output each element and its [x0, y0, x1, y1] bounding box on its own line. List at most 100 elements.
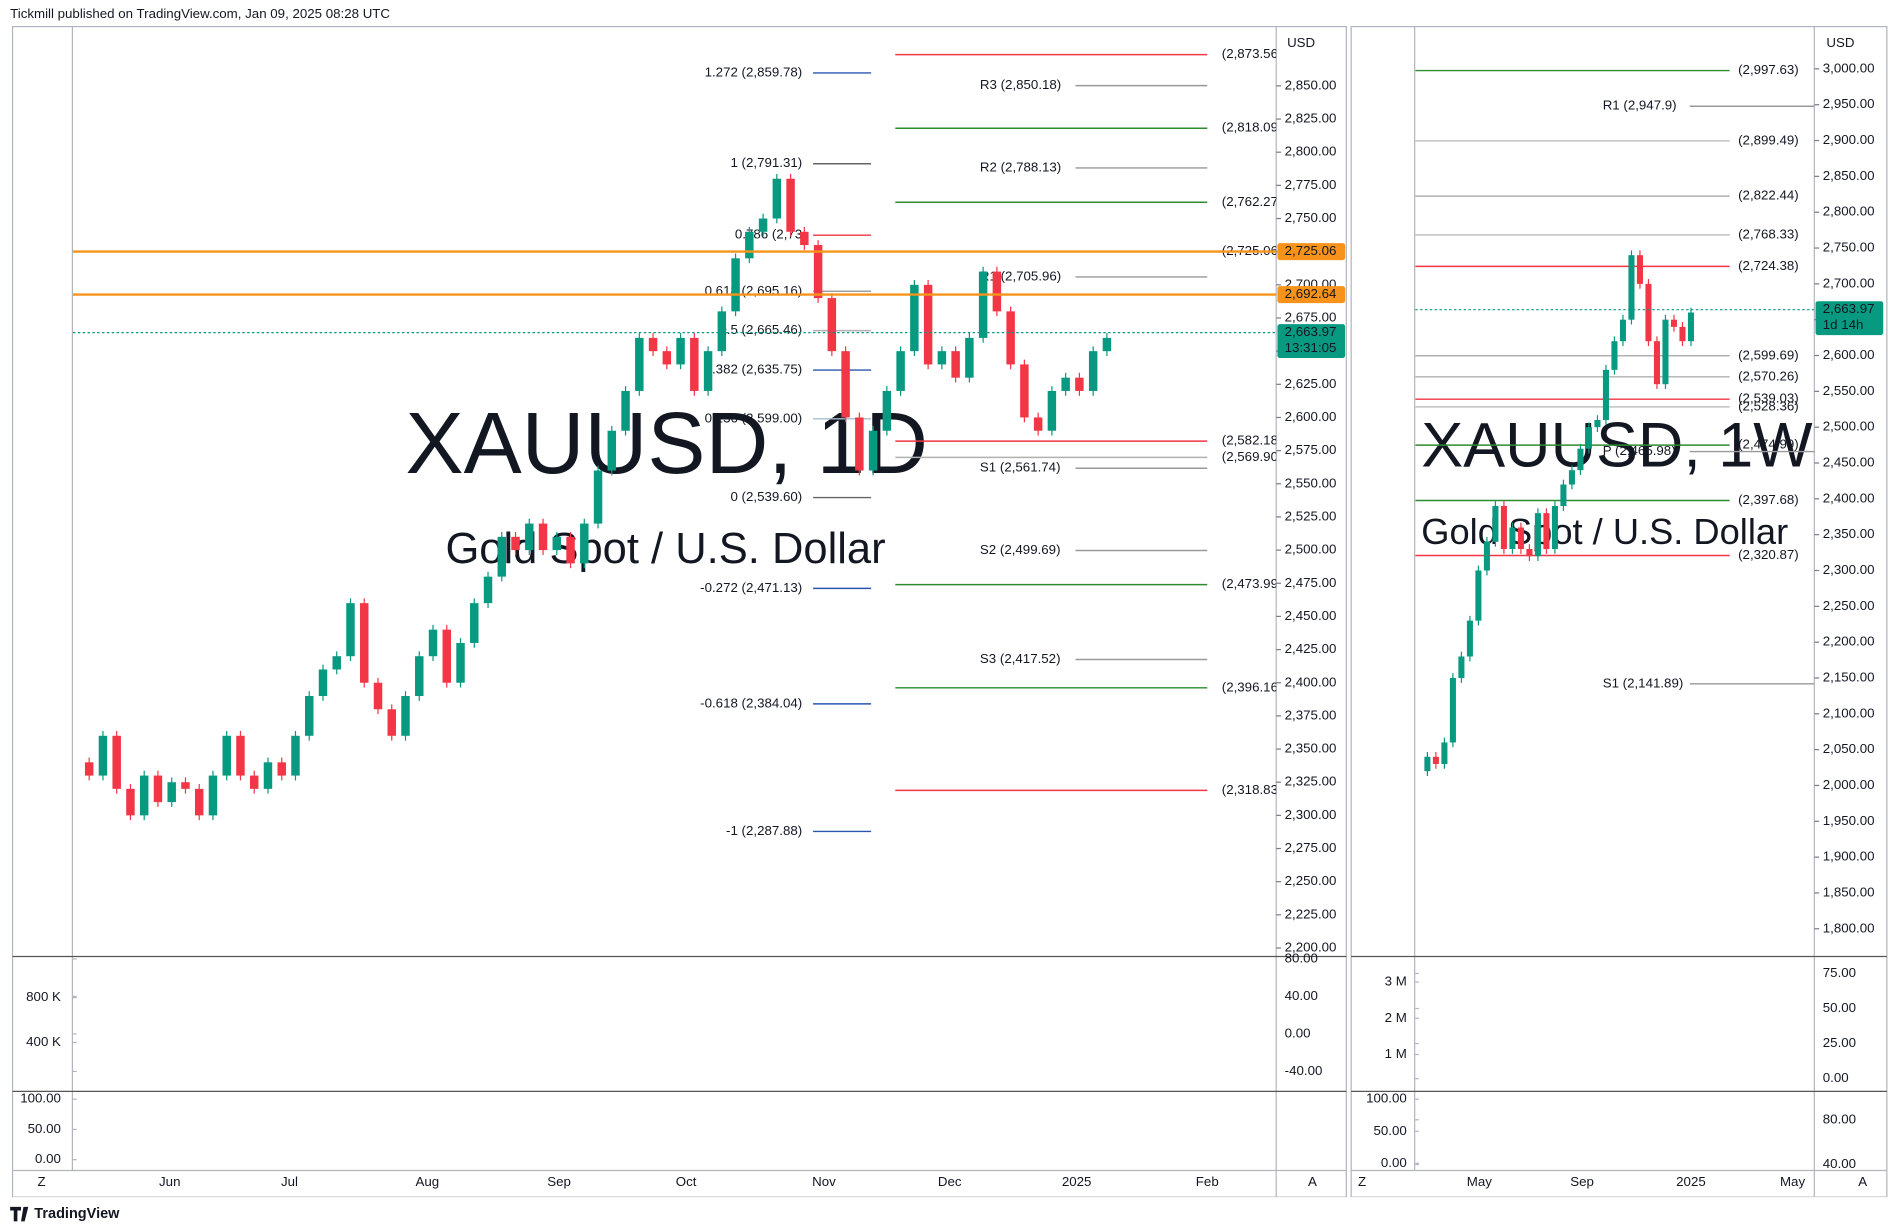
candle: [566, 536, 575, 564]
price-tag-label: 2,692.64: [1285, 286, 1337, 301]
y-tick-label: 2,850.00: [1285, 77, 1337, 92]
candle: [305, 695, 314, 736]
candle: [360, 603, 369, 683]
y-tick-label: 1,800.00: [1823, 920, 1875, 935]
indicator-axis-label: 75.00: [1823, 965, 1856, 980]
level-label: (2,396.16: [1222, 679, 1278, 694]
auto-button[interactable]: A: [1858, 1174, 1867, 1189]
candle: [1500, 505, 1507, 549]
candle: [937, 351, 947, 365]
candle: [98, 735, 108, 776]
price-tag-label: 2,725.06: [1285, 243, 1337, 258]
candle: [923, 284, 933, 365]
candle: [827, 298, 837, 352]
candle: [525, 523, 534, 551]
candle: [800, 231, 809, 246]
candle: [1611, 341, 1618, 370]
x-tick-label: Feb: [1196, 1174, 1219, 1189]
candle: [1061, 377, 1070, 391]
candle: [1047, 390, 1057, 431]
y-tick-label: 2,200.00: [1285, 940, 1337, 955]
indicator-axis-label: 0.00: [35, 1151, 61, 1166]
candle: [222, 735, 231, 776]
zoom-button[interactable]: Z: [1358, 1174, 1366, 1189]
candle: [153, 775, 163, 803]
y-tick-label: 2,050.00: [1823, 741, 1875, 756]
publisher-header: Tickmill published on TradingView.com, J…: [10, 6, 390, 21]
candle: [965, 337, 974, 378]
level-label: -0.618 (2,384.04): [700, 695, 802, 710]
level-label: (2,768.33): [1738, 226, 1799, 241]
y-tick-label: 3,000.00: [1823, 60, 1875, 75]
candle: [387, 709, 396, 736]
y-tick-label: 2,375.00: [1285, 707, 1337, 722]
auto-button[interactable]: A: [1308, 1174, 1317, 1189]
indicator-axis-label: -40.00: [1285, 1063, 1323, 1078]
y-tick-label: 2,150.00: [1823, 669, 1875, 684]
candle: [483, 576, 493, 604]
y-tick-label: 2,450.00: [1823, 455, 1875, 470]
y-tick-label: 2,800.00: [1285, 144, 1337, 159]
y-tick-label: 2,850.00: [1823, 168, 1875, 183]
level-label: (2,320.87): [1738, 547, 1799, 562]
candle: [181, 782, 190, 789]
candle: [1441, 742, 1448, 764]
level-label: -0.272 (2,471.13): [700, 580, 802, 595]
y-tick-label: 2,450.00: [1285, 608, 1337, 623]
indicator-axis-label: 400 K: [26, 1034, 61, 1049]
candle: [470, 603, 479, 643]
watermark: XAUUSD, 1D: [406, 395, 928, 492]
candle: [139, 775, 149, 816]
candle: [167, 782, 176, 803]
y-tick-label: 1,950.00: [1823, 813, 1875, 828]
level-label: S2 (2,499.69): [980, 542, 1061, 557]
candle: [1560, 484, 1567, 506]
y-tick-label: 2,500.00: [1285, 542, 1337, 557]
price-tag: [1277, 243, 1346, 261]
indicator-axis-label: 80.00: [1823, 1111, 1856, 1126]
indicator-axis-label: 40.00: [1823, 1156, 1856, 1171]
candle: [648, 337, 658, 352]
price-tag: [1277, 286, 1346, 304]
zoom-button[interactable]: Z: [38, 1174, 46, 1189]
level-label: R1 (2,947.9): [1603, 98, 1677, 113]
candle: [635, 337, 644, 391]
candle: [621, 390, 630, 431]
level-label: S3 (2,417.52): [980, 651, 1061, 666]
indicator-axis-label: 50.00: [28, 1121, 61, 1136]
candle: [373, 682, 383, 710]
candle: [1033, 417, 1043, 431]
candle: [813, 245, 823, 299]
y-tick-label: 2,225.00: [1285, 906, 1337, 921]
level-label: 0.236 (2,599.00): [705, 410, 803, 425]
level-label: R3 (2,850.18): [980, 77, 1061, 92]
indicator-axis-label: 40.00: [1285, 988, 1318, 1003]
plot-area: R1 (2,947.9) P (2,465.98) S1 (2,141.89) (2,…: [1415, 62, 1815, 776]
candle: [1006, 311, 1015, 365]
candle: [1458, 656, 1465, 678]
y-tick-label: 2,400.00: [1285, 674, 1337, 689]
y-tick-label: 2,250.00: [1823, 598, 1875, 613]
candle: [703, 351, 713, 391]
footer-brand: TradingView: [34, 1206, 120, 1222]
candle: [896, 351, 905, 391]
candle: [194, 788, 204, 816]
plot-area: 1.272 (2,859.78)1 (2,791.31)0.786 (2,730…: [84, 46, 1278, 838]
y-tick-label: 2,700.00: [1823, 275, 1875, 290]
candle: [731, 258, 740, 312]
x-tick-label: Aug: [415, 1174, 439, 1189]
candle: [1543, 513, 1550, 549]
candle: [84, 762, 94, 776]
candle: [1492, 505, 1499, 542]
candle: [676, 337, 685, 365]
candle: [126, 788, 135, 816]
y-tick-label: 2,100.00: [1823, 705, 1875, 720]
candle: [841, 351, 850, 418]
x-tick-label: Jun: [159, 1174, 180, 1189]
candle: [249, 775, 259, 789]
level-label: (2,899.49): [1738, 132, 1799, 147]
candle: [1517, 527, 1524, 549]
level-label: -1 (2,287.88): [726, 823, 802, 838]
candle: [277, 762, 286, 776]
y-tick-label: 2,350.00: [1823, 526, 1875, 541]
